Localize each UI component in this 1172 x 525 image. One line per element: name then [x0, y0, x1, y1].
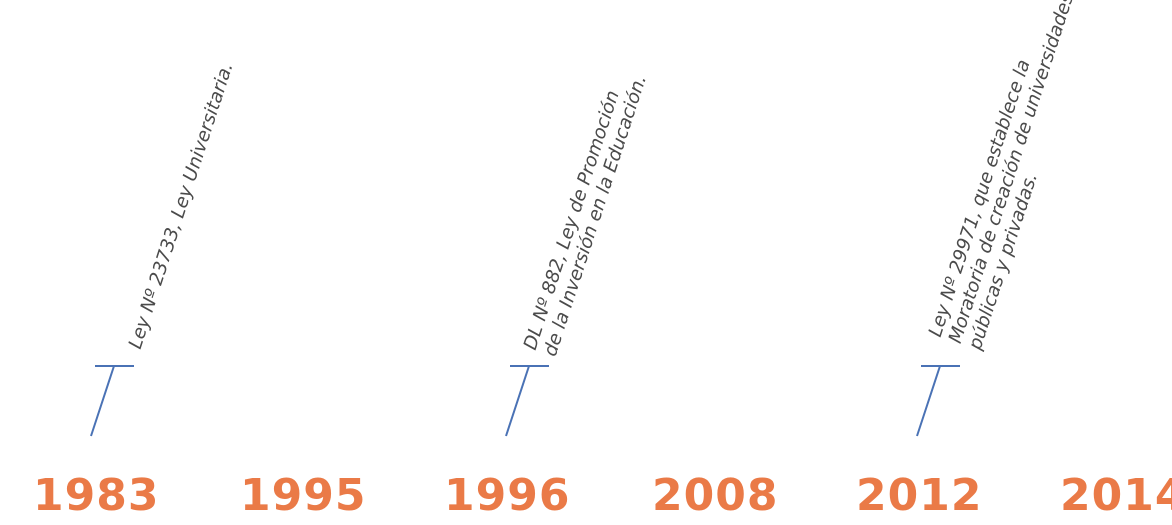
year-label-2008: 2008	[652, 470, 779, 521]
year-label-1996: 1996	[444, 470, 571, 521]
year-label-2014: 2014	[1060, 470, 1172, 521]
year-label-1995: 1995	[240, 470, 367, 521]
year-label-1983: 1983	[33, 470, 160, 521]
year-label-2012: 2012	[856, 470, 983, 521]
